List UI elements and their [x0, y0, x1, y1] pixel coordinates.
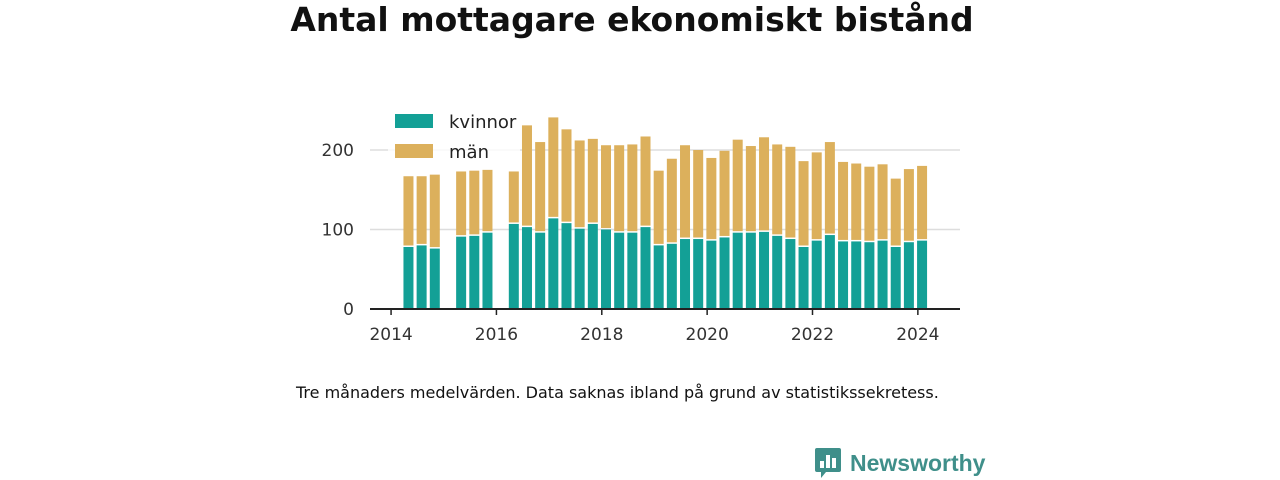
x-tick-label: 2024: [896, 325, 939, 345]
bar-kvinnor: [627, 232, 638, 309]
bar-man: [574, 140, 585, 228]
bar-kvinnor: [745, 232, 756, 309]
bar-kvinnor: [864, 242, 875, 309]
newsworthy-logo-icon: [815, 448, 841, 478]
bar-man: [666, 158, 677, 243]
bar-man: [429, 174, 440, 248]
bar-kvinnor: [548, 218, 559, 309]
legend-swatch-man: [395, 144, 433, 158]
x-tick-label: 2022: [791, 325, 834, 345]
bar-man: [903, 169, 914, 241]
bar-man: [469, 170, 480, 235]
chart-title: Antal mottagare ekonomiskt bistånd: [290, 0, 974, 39]
y-tick-label: 100: [322, 221, 354, 241]
bar-man: [732, 139, 743, 232]
bar-kvinnor: [877, 240, 888, 309]
bar-kvinnor: [838, 241, 849, 309]
bar-kvinnor: [574, 228, 585, 309]
bar-kvinnor: [798, 246, 809, 309]
bar-kvinnor: [535, 232, 546, 309]
x-tick-label: 2018: [580, 325, 623, 345]
bar-man: [772, 144, 783, 235]
bar-kvinnor: [508, 223, 519, 309]
bar-kvinnor: [521, 227, 532, 309]
bar-kvinnor: [680, 239, 691, 309]
bar-kvinnor: [456, 236, 467, 309]
bar-kvinnor: [706, 240, 717, 309]
bar-man: [535, 142, 546, 232]
axes: 2014 2016 2018 2020 2022 2024 0 100 200: [322, 141, 960, 345]
bar-man: [508, 171, 519, 223]
bar-man: [785, 146, 796, 238]
bar-kvinnor: [890, 246, 901, 309]
bar-kvinnor: [824, 235, 835, 309]
bar-man: [640, 136, 651, 226]
x-tick-label: 2014: [369, 325, 412, 345]
bar-kvinnor: [416, 245, 427, 309]
bar-man: [824, 142, 835, 234]
bar-man: [706, 157, 717, 240]
x-tick-label: 2016: [475, 325, 518, 345]
bar-man: [403, 176, 414, 246]
bar-kvinnor: [759, 231, 770, 309]
bar-man: [838, 161, 849, 240]
bar-man: [864, 166, 875, 241]
bar-man: [851, 163, 862, 240]
bar-man: [917, 165, 928, 240]
bar-kvinnor: [640, 227, 651, 309]
y-tick-label: 200: [322, 141, 354, 161]
bar-kvinnor: [561, 223, 572, 309]
bar-kvinnor: [653, 245, 664, 309]
chart-note: Tre månaders medelvärden. Data saknas ib…: [296, 383, 939, 402]
bar-man: [456, 171, 467, 236]
bar-man: [561, 129, 572, 222]
bar-man: [811, 152, 822, 240]
legend: kvinnor män: [388, 106, 520, 166]
bar-man: [587, 138, 598, 223]
bar-man: [719, 150, 730, 236]
x-tick-label: 2020: [686, 325, 729, 345]
brand-logo[interactable]: Newsworthy: [814, 446, 985, 480]
bar-man: [745, 146, 756, 232]
bar-kvinnor: [785, 239, 796, 309]
bar-kvinnor: [772, 235, 783, 309]
bar-kvinnor: [601, 229, 611, 309]
bar-man: [653, 170, 664, 244]
bar-kvinnor: [811, 240, 822, 309]
bar-man: [416, 176, 427, 244]
bar-kvinnor: [851, 241, 862, 309]
legend-label-kvinnor: kvinnor: [449, 112, 517, 133]
bar-man: [614, 145, 625, 232]
bars: [403, 117, 928, 309]
bar-man: [680, 145, 691, 238]
bar-kvinnor: [693, 239, 704, 309]
bar-man: [798, 161, 809, 246]
bar-man: [627, 144, 638, 232]
bar-kvinnor: [903, 242, 914, 309]
bar-kvinnor: [403, 246, 414, 309]
bar-man: [890, 178, 901, 246]
bar-kvinnor: [482, 232, 493, 309]
bar-man: [482, 169, 493, 232]
legend-label-man: män: [449, 142, 489, 163]
bar-man: [877, 164, 888, 240]
bar-kvinnor: [587, 223, 598, 309]
bar-man: [693, 150, 704, 238]
bar-man: [521, 125, 532, 226]
y-tick-label: 0: [343, 300, 354, 320]
bar-kvinnor: [429, 248, 440, 309]
bar-kvinnor: [666, 243, 677, 309]
bar-man: [601, 145, 611, 228]
bar-man: [548, 117, 559, 217]
bar-kvinnor: [719, 237, 730, 309]
bar-kvinnor: [469, 235, 480, 309]
bar-kvinnor: [917, 240, 928, 309]
legend-swatch-kvinnor: [395, 114, 433, 128]
brand-name: Newsworthy: [850, 449, 986, 476]
bar-kvinnor: [732, 232, 743, 309]
bar-kvinnor: [614, 232, 625, 309]
bar-man: [759, 137, 770, 231]
